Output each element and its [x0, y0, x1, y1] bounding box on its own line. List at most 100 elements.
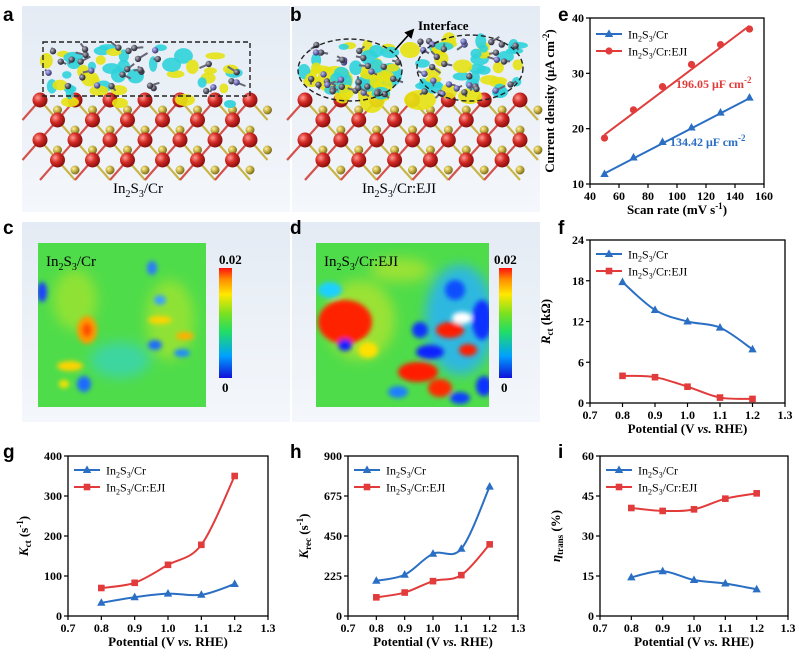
- s-atom: [479, 165, 489, 175]
- y-tick-label-e: 20: [572, 122, 584, 136]
- in-atom: [387, 152, 403, 168]
- density-lobe: [186, 59, 199, 74]
- chart-h-krec: 0.7 0.8 0.9 1.0 1.1 1.2 1.3 0 225 450 675 900 Potent…: [295, 449, 526, 649]
- s-atom: [443, 165, 453, 175]
- data-point-eji: [749, 395, 756, 403]
- c-atom: [329, 88, 336, 95]
- c-atom: [355, 84, 362, 92]
- s-atom: [105, 165, 115, 175]
- x-tick-label-h: 1.0: [426, 621, 441, 635]
- colorbar-c-min: 0: [222, 380, 229, 395]
- in-atom: [67, 132, 83, 148]
- colorbar-d-max: 0.02: [494, 252, 517, 267]
- c-atom: [368, 68, 375, 75]
- panel-label-c: c: [3, 218, 14, 239]
- s-atom: [372, 125, 382, 135]
- s-atom: [425, 145, 435, 155]
- data-point-cr: [97, 598, 106, 606]
- panel-label-b: b: [290, 5, 302, 26]
- s-atom: [70, 165, 80, 175]
- c-atom: [364, 62, 372, 70]
- in-atom: [172, 132, 188, 148]
- in-atom: [512, 132, 528, 148]
- y-tick-label-i: 15: [582, 569, 594, 583]
- structure-in2s3-cr-eji: [286, 32, 543, 181]
- y-tick-label-f: 12: [572, 315, 584, 329]
- s-atom: [123, 145, 132, 155]
- map-d-title: In2S3/Cr:EJI: [324, 254, 398, 273]
- in-atom: [190, 152, 205, 168]
- s-atom: [336, 125, 346, 135]
- x-tick-label-f: 1.1: [713, 408, 728, 422]
- data-point-eji: [651, 373, 659, 381]
- y-tick-label-f: 0: [578, 396, 584, 410]
- in-atom: [405, 132, 420, 148]
- density-lobe: [470, 48, 482, 59]
- legend-marker-cr: [604, 29, 614, 37]
- plot-frame-e: [589, 17, 765, 185]
- y-tick-label-h: 450: [324, 529, 342, 543]
- in-atom: [207, 92, 223, 108]
- s-atom: [245, 125, 255, 135]
- y-tick-label-f: 24: [572, 233, 584, 247]
- x-tick-label-e: 80: [642, 189, 654, 203]
- molecule-layer: [39, 41, 246, 100]
- legend-marker-eji: [83, 483, 91, 491]
- c-atom: [394, 59, 402, 66]
- data-point-eji: [458, 571, 465, 579]
- legend-label-cr: In2S3/Cr: [628, 28, 668, 44]
- c-atom: [88, 67, 95, 74]
- legend-marker-cr: [614, 465, 624, 473]
- panel-label-h: h: [290, 442, 302, 463]
- y-tick-label-g: 100: [44, 569, 62, 583]
- s-atom: [461, 105, 471, 115]
- s-atom: [318, 105, 328, 115]
- interface-arrow: [394, 28, 415, 51]
- data-point-cr: [618, 277, 627, 286]
- density-lobe: [203, 67, 217, 75]
- c-atom: [205, 60, 212, 68]
- data-point-cr: [629, 152, 638, 161]
- y-tick-label-f: 6: [578, 355, 584, 369]
- data-point-eji: [619, 372, 626, 380]
- data-point-eji: [429, 577, 437, 585]
- c-atom: [421, 70, 428, 77]
- legend-label-cr: In2S3/Cr: [386, 464, 426, 480]
- data-point-cr: [658, 566, 667, 575]
- s-atom: [123, 105, 132, 115]
- legend-marker-cr: [604, 249, 614, 257]
- density-lobe: [338, 43, 349, 50]
- caption-a: In2S3/Cr: [113, 181, 163, 200]
- in-atom: [333, 132, 349, 148]
- y-tick-label-i: 45: [582, 489, 594, 503]
- density-lobe: [175, 94, 195, 106]
- data-point-cr: [600, 169, 609, 178]
- data-point-cr: [627, 572, 636, 581]
- data-point-eji: [164, 561, 172, 569]
- in-atom: [458, 112, 474, 128]
- s-atom: [443, 125, 453, 135]
- density-lobe: [95, 55, 106, 65]
- in-atom: [50, 152, 65, 168]
- y-tick-label-h: 900: [324, 449, 342, 463]
- legend-label-cr: In2S3/Cr: [638, 464, 678, 480]
- data-point-eji: [716, 40, 725, 49]
- y-axis-label-e: Current density (μA cm-2): [541, 29, 557, 173]
- in-atom: [137, 132, 153, 148]
- in-atom: [32, 92, 48, 108]
- density-lobe: [497, 50, 514, 63]
- interface-density: [61, 94, 236, 108]
- x-tick-label-e: 140: [726, 189, 744, 203]
- x-tick-label-i: 1.3: [781, 621, 796, 635]
- c-atom: [339, 56, 346, 64]
- data-point-eji: [658, 83, 667, 91]
- density-lobe: [415, 59, 430, 68]
- c-atom: [373, 90, 381, 97]
- in-atom: [387, 112, 403, 128]
- x-tick-label-i: 1.0: [687, 621, 702, 635]
- colorbar-c-max: 0.02: [219, 252, 242, 267]
- data-point-cr: [689, 575, 699, 583]
- x-tick-label-g: 1.3: [261, 621, 276, 635]
- x-tick-label-f: 1.3: [778, 408, 793, 422]
- in-atom: [242, 132, 258, 148]
